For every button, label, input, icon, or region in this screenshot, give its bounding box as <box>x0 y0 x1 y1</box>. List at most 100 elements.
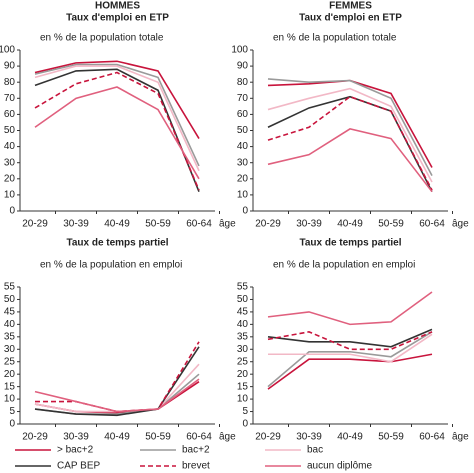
x-tick-label: 20-29 <box>255 219 281 230</box>
y-tick-label: 25 <box>237 356 249 367</box>
y-tick-label: 55 <box>4 282 16 293</box>
y-tick-label: 60 <box>4 109 16 120</box>
series-line <box>267 95 433 193</box>
series-line <box>267 87 433 183</box>
x-tick-label: 30-39 <box>296 432 322 443</box>
y-tick-label: 15 <box>4 381 16 392</box>
chart-title: Taux d'emploi en ETP <box>66 13 169 24</box>
series-line <box>34 86 200 180</box>
x-tick-label: 60-64 <box>186 219 212 230</box>
series-line <box>267 79 433 168</box>
series-line <box>268 333 433 363</box>
y-tick-label: 20 <box>4 173 16 184</box>
series-line <box>267 95 433 191</box>
legend-label: bac+2 <box>182 445 210 456</box>
series-line <box>267 128 433 193</box>
y-tick-label: 35 <box>4 331 16 342</box>
legend-label: CAP BEP <box>57 461 100 472</box>
y-tick-label: 100 <box>231 45 248 56</box>
y-tick-label: 30 <box>237 344 249 355</box>
series-line <box>267 331 433 388</box>
y-tick-label: 0 <box>242 206 248 217</box>
y-tick-label: 10 <box>4 190 16 201</box>
y-tick-label: 50 <box>4 125 16 136</box>
chart-title: Taux de temps partiel <box>66 238 168 249</box>
x-tick-label: 20-29 <box>22 219 48 230</box>
y-tick-label: 40 <box>4 141 16 152</box>
x-tick-label: 20-29 <box>22 432 48 443</box>
x-tick-label: 40-49 <box>104 432 130 443</box>
x-axis-label: âge <box>219 219 236 230</box>
legend-label: > bac+2 <box>57 445 94 456</box>
series-line <box>267 328 433 348</box>
y-tick-label: 40 <box>237 319 249 330</box>
y-tick-label: 30 <box>4 157 16 168</box>
y-axis-label: en % de la population totale <box>40 33 164 44</box>
series-line <box>34 71 200 191</box>
y-axis-label: en % de la population totale <box>273 33 397 44</box>
y-tick-label: 50 <box>4 294 16 305</box>
y-tick-label: 60 <box>237 109 249 120</box>
series-line <box>34 60 200 139</box>
y-tick-label: 40 <box>237 141 249 152</box>
x-tick-label: 60-64 <box>419 432 445 443</box>
series-line <box>34 65 200 172</box>
y-tick-label: 0 <box>242 419 248 430</box>
x-tick-label: 20-29 <box>255 432 281 443</box>
x-axis-label: âge <box>452 432 469 443</box>
y-tick-label: 35 <box>237 331 249 342</box>
x-tick-label: 50-59 <box>145 219 171 230</box>
y-tick-label: 10 <box>237 394 249 405</box>
y-tick-label: 5 <box>242 406 248 417</box>
y-tick-label: 45 <box>4 307 16 318</box>
series-line <box>267 353 433 390</box>
x-tick-label: 50-59 <box>378 219 404 230</box>
y-tick-label: 30 <box>4 344 16 355</box>
series-line <box>34 378 200 413</box>
y-tick-label: 80 <box>237 77 249 88</box>
y-tick-label: 10 <box>4 394 16 405</box>
y-tick-label: 50 <box>237 125 249 136</box>
series-line <box>267 331 433 351</box>
panel-heading: HOMMES <box>95 1 140 12</box>
y-tick-label: 70 <box>4 93 16 104</box>
y-tick-label: 0 <box>9 419 15 430</box>
y-tick-label: 100 <box>0 45 15 56</box>
x-tick-label: 60-64 <box>419 219 445 230</box>
x-axis-label: âge <box>452 219 469 230</box>
chart-title: Taux de temps partiel <box>299 238 401 249</box>
y-tick-label: 55 <box>237 282 249 293</box>
legend-label: bac <box>307 445 323 456</box>
y-axis-label: en % de la population en emploi <box>40 260 182 271</box>
y-tick-label: 80 <box>4 77 16 88</box>
x-tick-label: 30-39 <box>296 219 322 230</box>
y-tick-label: 20 <box>4 369 16 380</box>
y-tick-label: 20 <box>237 173 249 184</box>
series-line <box>267 291 433 326</box>
y-tick-label: 40 <box>4 319 16 330</box>
y-axis-label: en % de la population en emploi <box>273 260 415 271</box>
x-tick-label: 60-64 <box>186 432 212 443</box>
y-tick-label: 45 <box>237 307 249 318</box>
x-tick-label: 40-49 <box>104 219 130 230</box>
x-tick-label: 30-39 <box>63 432 89 443</box>
y-tick-label: 20 <box>237 369 249 380</box>
legend-label: brevet <box>182 461 210 472</box>
series-line <box>35 341 200 413</box>
y-tick-label: 0 <box>9 206 15 217</box>
legend-label: aucun diplôme <box>307 461 372 472</box>
y-tick-label: 25 <box>4 356 16 367</box>
chart-title: Taux d'emploi en ETP <box>299 13 402 24</box>
y-tick-label: 90 <box>237 61 249 72</box>
panel-heading: FEMMES <box>329 1 372 12</box>
x-tick-label: 50-59 <box>378 432 404 443</box>
y-tick-label: 70 <box>237 93 249 104</box>
series-line <box>267 78 433 176</box>
x-tick-label: 30-39 <box>63 219 89 230</box>
x-tick-label: 40-49 <box>337 219 363 230</box>
y-tick-label: 90 <box>4 61 16 72</box>
x-axis-label: âge <box>219 432 236 443</box>
series-line <box>34 346 200 417</box>
y-tick-label: 50 <box>237 294 249 305</box>
